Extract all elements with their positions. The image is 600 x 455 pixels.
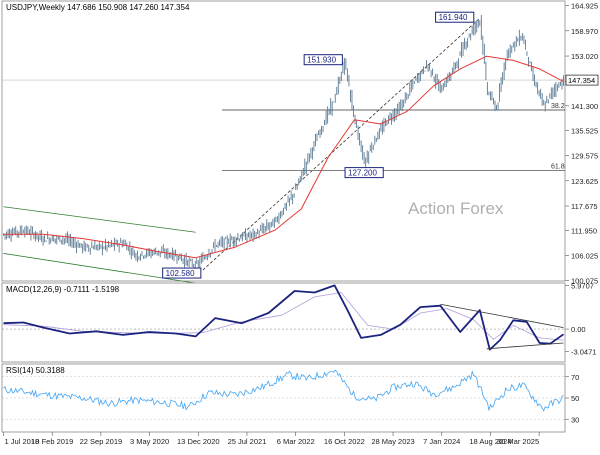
fib-level-label: 61.8 bbox=[551, 164, 565, 171]
rsi-pane: 70 50 30 RSI(14) 50.3188 bbox=[1, 363, 579, 433]
price-tick-label: 106.025 bbox=[571, 251, 598, 260]
trend-line bbox=[202, 17, 481, 271]
x-tick-label: 28 May 2023 bbox=[371, 437, 414, 446]
price-annotation-label: 161.940 bbox=[439, 13, 468, 22]
macd-tick-label: -3.0471 bbox=[571, 347, 596, 356]
price-annotation-box bbox=[162, 267, 202, 279]
candle-group bbox=[3, 14, 564, 272]
x-tick-label: 25 Jul 2021 bbox=[228, 437, 267, 446]
channel-line bbox=[3, 206, 196, 233]
last-price-label: 147.354 bbox=[568, 76, 595, 85]
price-tick-label: 164.925 bbox=[571, 2, 598, 11]
price-pane: 164.925158.970153.020147.065141.300135.5… bbox=[1, 0, 599, 286]
x-tick-label: 6 Mar 2022 bbox=[277, 437, 315, 446]
x-tick-label: 7 Jan 2024 bbox=[423, 437, 460, 446]
price-annotation-label: 127.200 bbox=[348, 169, 377, 178]
macd-tick-label: 0.00 bbox=[571, 325, 586, 334]
price-annotation-label: 102.580 bbox=[166, 269, 195, 278]
price-annotation-box bbox=[344, 167, 384, 179]
x-tick-label: 18 Aug 2024 bbox=[469, 437, 511, 446]
rsi-tick-label: 50 bbox=[571, 394, 579, 403]
price-tick-label: 158.970 bbox=[571, 27, 598, 36]
price-tick-label: 117.675 bbox=[571, 202, 598, 211]
price-tick-label: 141.300 bbox=[571, 102, 598, 111]
price-annotation-box bbox=[435, 11, 475, 23]
macd-pane-frame bbox=[1, 282, 566, 363]
last-price-box bbox=[565, 74, 599, 86]
x-tick-label: 16 Oct 2022 bbox=[324, 437, 365, 446]
macd-triangle-upper bbox=[440, 303, 564, 329]
watermark-text: Action Forex bbox=[408, 199, 504, 218]
price-annotation-box bbox=[303, 54, 343, 66]
rsi-line bbox=[3, 369, 564, 412]
x-tick-label: 10 Feb 2019 bbox=[31, 437, 73, 446]
price-tick-label: 111.950 bbox=[571, 226, 597, 235]
rsi-pane-frame bbox=[1, 363, 566, 433]
price-tick-label: 153.020 bbox=[571, 52, 598, 61]
macd-signal-line bbox=[3, 292, 564, 341]
price-pane-frame bbox=[1, 0, 566, 282]
price-tick-label: 123.625 bbox=[571, 177, 598, 186]
price-tick-label: 129.575 bbox=[571, 152, 598, 161]
rsi-pane-title: RSI(14) 50.3188 bbox=[6, 366, 65, 375]
price-tick-label: 100.075 bbox=[571, 277, 598, 286]
rsi-tick-label: 70 bbox=[571, 373, 579, 382]
macd-triangle-lower bbox=[486, 342, 564, 350]
macd-pane: 5.9707 0.00 -3.0471 MACD(12,26,9) -0.7111 -… bbox=[1, 281, 596, 363]
price-annotation-label: 151.930 bbox=[307, 56, 336, 65]
price-pane-title: USDJPY,Weekly 147.686 150.908 147.260 14… bbox=[6, 3, 190, 12]
macd-tick-label: 5.9707 bbox=[571, 281, 594, 290]
macd-line bbox=[3, 284, 565, 351]
fib-level-label: 38.2 bbox=[551, 103, 565, 110]
macd-pane-title: MACD(12,26,9) -0.7111 -1.5198 bbox=[6, 285, 120, 294]
x-tick-label: 22 Sep 2019 bbox=[80, 437, 123, 446]
moving-average-line bbox=[3, 55, 564, 259]
rsi-tick-label: 30 bbox=[571, 415, 579, 424]
x-tick-label: 30 Mar 2025 bbox=[497, 437, 539, 446]
x-tick-label: 3 May 2020 bbox=[130, 437, 169, 446]
x-tick-label: 1 Jul 2018 bbox=[5, 437, 40, 446]
price-tick-label: 135.525 bbox=[571, 126, 598, 135]
x-tick-label: 13 Dec 2020 bbox=[177, 437, 220, 446]
